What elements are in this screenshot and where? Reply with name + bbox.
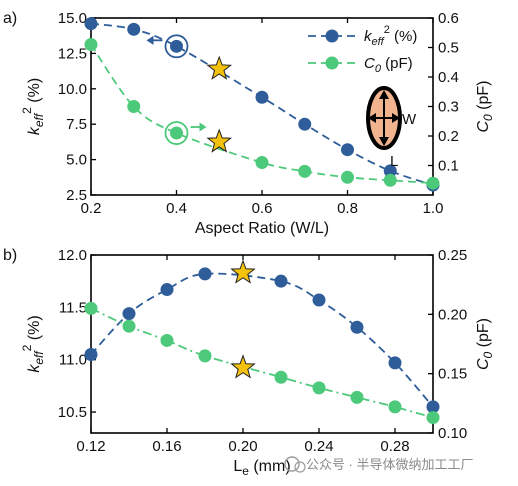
star-marker-icon xyxy=(230,354,256,379)
x-axis-label: Aspect Ratio (W/L) xyxy=(195,220,329,237)
legend-label: C0 (pF) xyxy=(364,55,413,75)
data-point xyxy=(84,17,98,31)
data-point xyxy=(84,347,98,361)
chart-panel-a: 0.2 0.4 0.6 0.8 1.0 2.5 5.0 7.5 10.0 12.5 15.0 0.1 0… xyxy=(3,10,495,237)
data-point xyxy=(426,176,440,190)
data-point xyxy=(255,90,269,104)
data-point xyxy=(350,390,364,404)
y-left-axis-label: keff2 (%) xyxy=(20,315,46,372)
data-point xyxy=(426,400,440,414)
chart-panel-b: 0.12 0.16 0.20 0.24 0.28 10.5 11.0 11.5 12.0 0.10… xyxy=(3,247,495,478)
x-tick-label: 0.4 xyxy=(166,200,187,217)
data-point xyxy=(383,164,397,178)
y-left-tick-label: 12.5 xyxy=(58,45,87,62)
y-right-tick-label: 0.2 xyxy=(438,128,459,145)
data-point xyxy=(298,164,312,178)
data-point xyxy=(383,173,397,187)
y-right-axis-label: C0 (pF) xyxy=(475,318,495,370)
inset-arrow-head-icon xyxy=(379,90,389,99)
data-point xyxy=(341,170,354,184)
plot-frame xyxy=(90,254,434,434)
y-left-tick-label: 2.5 xyxy=(66,187,87,204)
data-point xyxy=(84,38,98,52)
x-tick-label: 0.28 xyxy=(380,438,409,455)
data-point xyxy=(274,370,288,384)
x-tick-label: 0.2 xyxy=(81,200,102,217)
highlight-ring xyxy=(164,121,189,145)
x-tick-label: 0.16 xyxy=(152,438,181,455)
series-line-1 xyxy=(90,307,434,419)
panel-label: a) xyxy=(3,10,17,27)
star-marker-icon xyxy=(206,128,233,153)
arrow-head-icon xyxy=(199,122,207,132)
y-left-tick-label: 10.0 xyxy=(58,81,87,98)
data-point xyxy=(255,156,269,170)
inset-label-w: W xyxy=(402,111,417,128)
data-point xyxy=(350,320,364,334)
highlight-ring xyxy=(164,34,189,59)
panel-label: b) xyxy=(3,247,17,264)
y-right-tick-label: 0.1 xyxy=(438,158,459,175)
y-right-tick-label: 0.25 xyxy=(438,247,467,264)
wechat-logo-icon xyxy=(284,456,300,472)
star-marker-icon xyxy=(230,259,256,284)
y-right-tick-label: 0.10 xyxy=(438,425,467,442)
y-right-tick-label: 0.15 xyxy=(438,366,467,383)
data-point xyxy=(312,293,326,307)
data-point xyxy=(198,267,212,281)
data-point xyxy=(160,283,174,297)
data-point xyxy=(341,143,354,157)
star-marker-icon xyxy=(206,55,233,80)
inset-arrow-head-icon xyxy=(392,113,400,123)
data-point xyxy=(127,22,141,36)
y-left-tick-label: 11.5 xyxy=(59,299,87,316)
y-right-tick-label: 0.4 xyxy=(438,69,459,86)
data-point xyxy=(127,100,141,113)
data-point xyxy=(160,333,174,347)
inset-arrow-head-icon xyxy=(368,113,376,123)
arrow-head-icon xyxy=(146,35,154,45)
y-left-tick-label: 11.0 xyxy=(59,352,87,369)
legend-marker xyxy=(325,29,339,43)
inset-arrow-head-icon xyxy=(379,137,389,146)
y-left-tick-label: 5.0 xyxy=(66,152,87,169)
y-left-tick-label: 15.0 xyxy=(58,10,87,27)
data-point xyxy=(274,274,288,288)
y-right-tick-label: 0.3 xyxy=(438,99,459,116)
series-line-0 xyxy=(90,272,434,408)
data-point xyxy=(426,411,440,425)
x-tick-label: 0.24 xyxy=(304,438,333,455)
data-point xyxy=(298,117,312,131)
x-tick-label: 1.0 xyxy=(423,200,444,217)
x-tick-label: 0.20 xyxy=(228,438,257,455)
data-point xyxy=(84,301,98,315)
y-right-tick-label: 0.6 xyxy=(438,10,459,27)
data-point xyxy=(122,307,136,321)
data-point xyxy=(388,356,402,370)
legend-marker xyxy=(325,56,339,70)
y-left-axis-label: keff2 (%) xyxy=(20,78,46,135)
y-left-tick-label: 12.0 xyxy=(58,247,87,264)
data-point xyxy=(198,349,212,363)
y-right-tick-label: 0.20 xyxy=(438,306,467,323)
data-point xyxy=(170,39,183,53)
data-point xyxy=(388,400,402,414)
x-axis-label: Le (mm) xyxy=(233,458,290,478)
data-point xyxy=(312,381,326,395)
y-right-axis-label: C0 (pF) xyxy=(475,80,495,132)
watermark-text: 公众号 · 半导体微纳加工工厂 xyxy=(306,457,474,472)
data-point xyxy=(122,319,136,333)
x-tick-label: 0.6 xyxy=(252,200,273,217)
wechat-logo-icon-detail xyxy=(294,461,306,473)
legend-label: keff2 (%) xyxy=(364,24,417,48)
y-right-tick-label: 0.5 xyxy=(438,40,459,57)
watermark: 公众号 · 半导体微纳加工工厂 xyxy=(284,456,474,473)
y-left-tick-label: 7.5 xyxy=(66,116,87,133)
data-point xyxy=(170,126,183,140)
inset-label-l: L xyxy=(390,153,398,170)
x-tick-label: 0.8 xyxy=(337,200,358,217)
y-left-tick-label: 10.5 xyxy=(58,404,87,421)
x-tick-label: 0.12 xyxy=(76,438,105,455)
